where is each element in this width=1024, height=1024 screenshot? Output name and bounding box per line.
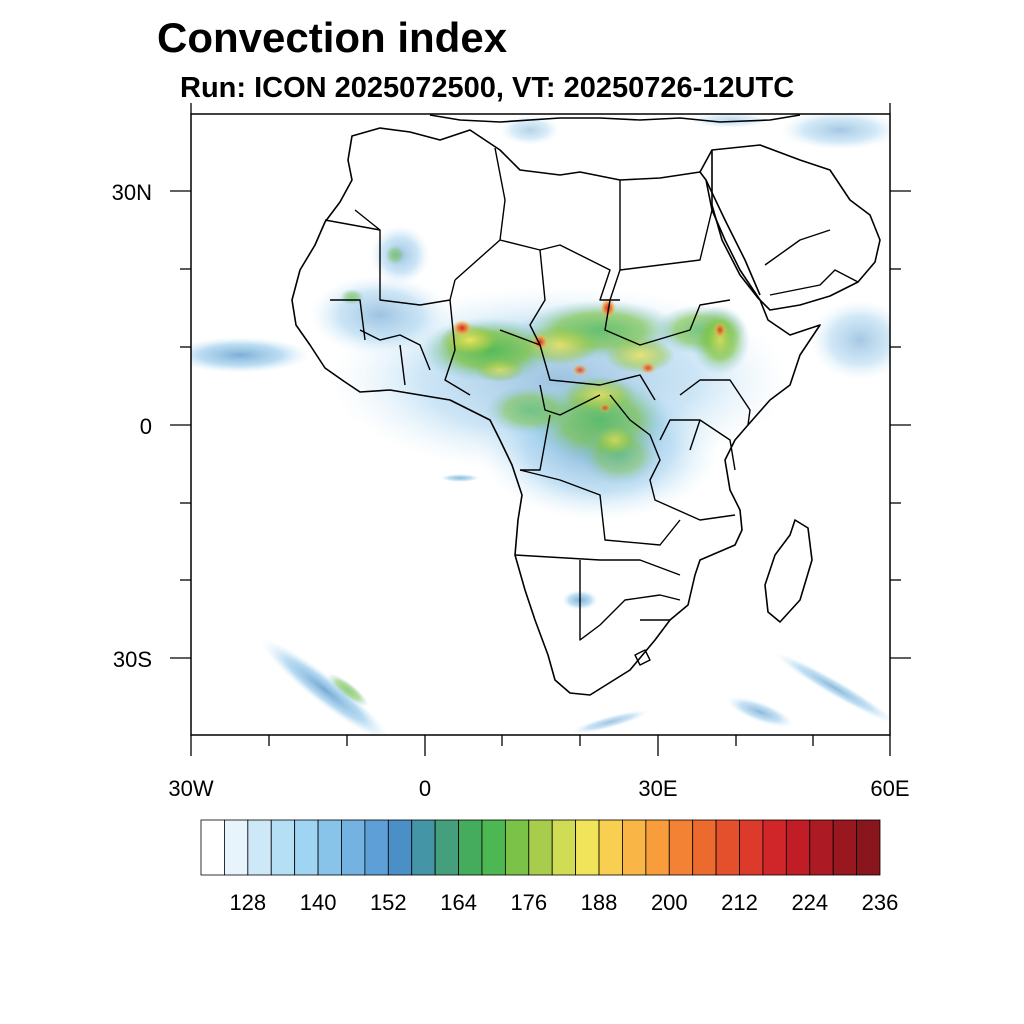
axis-ticks xyxy=(170,103,911,756)
colorbar-label: 224 xyxy=(791,890,829,915)
colorbar-label: 164 xyxy=(440,890,477,915)
colorbar-box xyxy=(270,819,296,876)
country-borders xyxy=(324,147,859,666)
colorbar-label: 128 xyxy=(229,890,267,915)
colorbar-box xyxy=(387,819,413,876)
colorbar-box xyxy=(622,819,647,876)
colorbar-box xyxy=(645,819,670,876)
lon-label-30e: 30E xyxy=(638,776,678,801)
colorbar-box xyxy=(715,819,740,876)
colorbar-label: 200 xyxy=(650,890,688,915)
lon-label-30w: 30W xyxy=(168,776,214,801)
colorbar-box xyxy=(762,819,787,876)
colorbar-label: 188 xyxy=(580,890,618,915)
colorbar-label: 152 xyxy=(369,890,407,915)
colorbar-label: 212 xyxy=(721,890,758,915)
colorbar-box xyxy=(575,819,600,876)
colorbar-box xyxy=(317,819,342,876)
colorbar-box xyxy=(458,819,483,876)
colorbar-box xyxy=(832,819,857,876)
lat-label-0: 0 xyxy=(139,414,152,439)
colorbar-box xyxy=(200,819,225,876)
colorbar-box xyxy=(364,819,389,876)
colorbar-box xyxy=(785,819,811,876)
colorbar-box xyxy=(247,819,272,876)
lon-label-60e: 60E xyxy=(870,776,910,801)
colorbar-label: 236 xyxy=(861,890,899,915)
chart-subtitle: Run: ICON 2025072500, VT: 20250726-12UTC xyxy=(180,72,795,104)
colorbar-box xyxy=(224,819,249,876)
colorbar-box xyxy=(294,819,319,876)
colorbar-box xyxy=(598,819,623,876)
lon-label-0: 0 xyxy=(418,776,432,801)
lat-label-30s: 30S xyxy=(112,647,152,672)
colorbar-box xyxy=(551,819,577,876)
convection-field xyxy=(191,114,890,735)
colorbar-box xyxy=(668,819,694,876)
colorbar-box xyxy=(504,819,530,876)
lat-label-30n: 30N xyxy=(111,180,152,205)
colorbar-box xyxy=(341,819,366,876)
colorbar-box xyxy=(692,819,717,876)
colorbar-box xyxy=(856,819,881,876)
colorbar-box xyxy=(411,819,436,876)
colorbar-label: 140 xyxy=(299,890,337,915)
colorbar xyxy=(200,819,881,876)
colorbar-label: 176 xyxy=(510,890,548,915)
colorbar-box xyxy=(809,819,834,876)
colorbar-box xyxy=(739,819,764,876)
chart-title: Convection index xyxy=(157,14,508,61)
colorbar-box xyxy=(528,819,553,876)
colorbar-box xyxy=(434,819,459,876)
colorbar-box xyxy=(481,819,506,876)
